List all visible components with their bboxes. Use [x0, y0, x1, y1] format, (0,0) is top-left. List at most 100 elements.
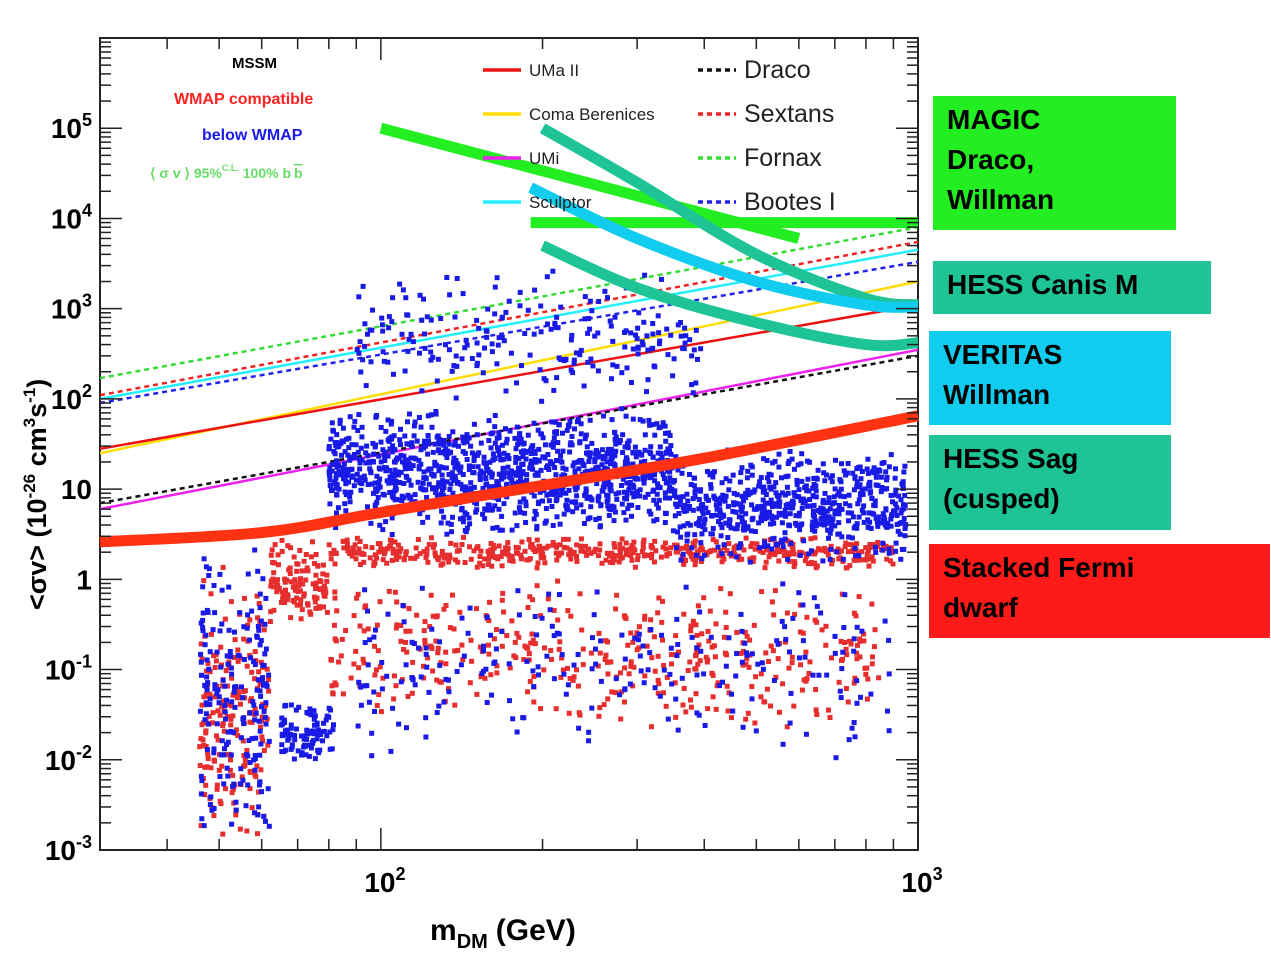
- scatter-point: [589, 497, 595, 503]
- scatter-point: [514, 424, 520, 430]
- scatter-point: [334, 444, 340, 450]
- scatter-point: [271, 570, 277, 576]
- scatter-point: [854, 484, 860, 490]
- scatter-point: [721, 556, 727, 562]
- scatter-point: [814, 563, 820, 569]
- scatter-point: [252, 717, 258, 723]
- scatter-point: [369, 545, 375, 551]
- scatter-point: [342, 489, 348, 495]
- scatter-point: [279, 537, 285, 543]
- scatter-point: [249, 669, 255, 675]
- scatter-point: [441, 437, 447, 443]
- scatter-point: [206, 713, 212, 719]
- scatter-point: [326, 542, 332, 548]
- scatter-point: [574, 419, 580, 425]
- scatter-point: [484, 700, 490, 705]
- scatter-point: [402, 433, 408, 439]
- scatter-point: [672, 488, 678, 494]
- scatter-point: [591, 612, 597, 618]
- scatter-point: [596, 299, 602, 304]
- scatter-point: [231, 654, 237, 660]
- scatter-point: [629, 473, 635, 479]
- scatter-point: [845, 461, 851, 466]
- scatter-point: [772, 588, 778, 594]
- scatter-point: [480, 485, 486, 491]
- scatter-point: [253, 735, 259, 741]
- scatter-point: [878, 489, 884, 495]
- scatter-point: [604, 466, 610, 472]
- scatter-point: [782, 492, 788, 498]
- scatter-point: [725, 708, 731, 714]
- scatter-point: [350, 545, 356, 551]
- scatter-point: [834, 510, 840, 515]
- scatter-point: [690, 556, 696, 562]
- scatter-point: [222, 746, 227, 752]
- scatter-point: [430, 449, 436, 455]
- scatter-point: [567, 442, 573, 448]
- scatter-point: [713, 621, 719, 627]
- scatter-point: [864, 556, 870, 562]
- scatter-point: [859, 469, 865, 474]
- scatter-point: [530, 637, 536, 643]
- scatter-point: [571, 662, 577, 668]
- scatter-point: [217, 628, 223, 634]
- scatter-point: [762, 488, 768, 494]
- scatter-point: [663, 546, 669, 552]
- scatter-point: [570, 677, 576, 683]
- scatter-point: [231, 689, 237, 695]
- scatter-point: [261, 627, 267, 633]
- scatter-point: [656, 330, 662, 336]
- scatter-point: [759, 589, 765, 595]
- scatter-point: [207, 691, 213, 697]
- scatter-point: [828, 526, 834, 532]
- scatter-point: [201, 578, 207, 584]
- scatter-point: [828, 543, 834, 549]
- scatter-point: [484, 614, 490, 620]
- scatter-point: [769, 513, 774, 519]
- scatter-point: [523, 503, 529, 509]
- scatter-point: [236, 653, 242, 659]
- scatter-point: [224, 683, 230, 689]
- scatter-point: [523, 499, 529, 505]
- scatter-point: [730, 472, 736, 478]
- scatter-point: [312, 713, 318, 719]
- scatter-point: [839, 461, 844, 467]
- scatter-point: [667, 448, 672, 454]
- scatter-point: [468, 556, 474, 562]
- scatter-point: [630, 490, 635, 496]
- scatter-point: [765, 511, 771, 516]
- scatter-point: [869, 661, 875, 667]
- scatter-point: [621, 510, 627, 516]
- scatter-point: [527, 594, 533, 600]
- scatter-point: [675, 467, 681, 473]
- scatter-point: [349, 442, 355, 448]
- scatter-point: [760, 550, 766, 555]
- scatter-point: [814, 603, 820, 609]
- scatter-point: [356, 679, 362, 685]
- scatter-point: [542, 560, 548, 566]
- scatter-point: [766, 479, 772, 485]
- scatter-point: [258, 638, 264, 643]
- scatter-point: [450, 514, 455, 520]
- scatter-point: [838, 638, 844, 644]
- scatter-point: [823, 642, 829, 648]
- scatter-point: [631, 539, 637, 545]
- y-tick-label: 10-3: [45, 832, 92, 866]
- scatter-point: [768, 501, 774, 507]
- scatter-point: [568, 337, 574, 343]
- scatter-point: [254, 763, 260, 769]
- scatter-point: [624, 458, 630, 464]
- scatter-point: [833, 457, 838, 463]
- x-axis-label: mDM (GeV): [430, 914, 576, 953]
- scatter-point: [574, 493, 580, 499]
- scatter-point: [553, 472, 559, 478]
- scatter-point: [198, 651, 204, 657]
- scatter-point: [631, 494, 637, 500]
- scatter-point: [718, 586, 724, 592]
- scatter-point: [698, 648, 704, 654]
- scatter-point: [376, 692, 382, 698]
- scatter-point: [459, 542, 465, 547]
- scatter-point: [197, 708, 203, 714]
- scatter-point: [204, 747, 210, 753]
- scatter-point: [528, 451, 534, 456]
